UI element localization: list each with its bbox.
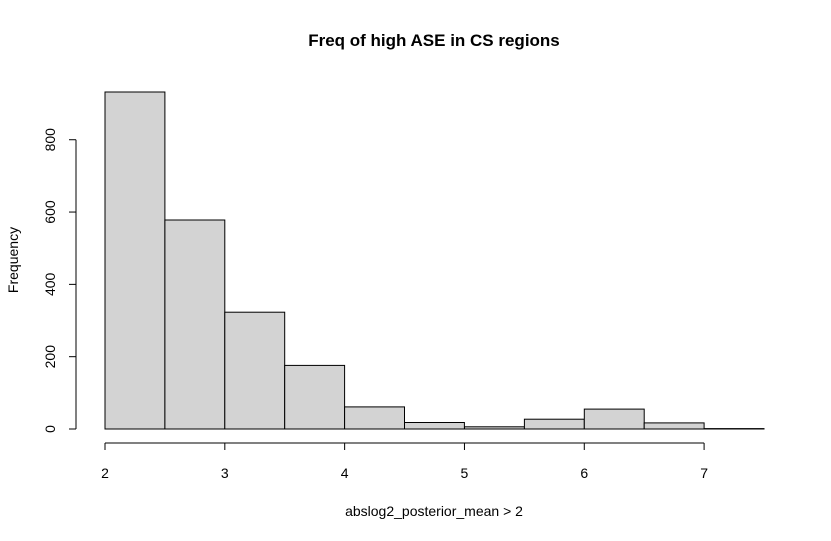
x-tick-label-1: 3 <box>221 465 229 481</box>
chart-title: Freq of high ASE in CS regions <box>308 31 560 50</box>
y-tick-label-0: 0 <box>42 425 58 433</box>
x-tick-label-0: 2 <box>101 465 109 481</box>
histogram-bar-9 <box>643 422 705 430</box>
y-tick-label-3: 600 <box>42 200 58 224</box>
y-axis-label: Frequency <box>5 227 21 293</box>
x-axis: 2 3 4 5 6 7 <box>101 442 708 481</box>
y-tick-label-2: 400 <box>42 272 58 296</box>
histogram-bar-8 <box>583 408 645 430</box>
x-tick-label-5: 7 <box>700 465 708 481</box>
histogram-bar-3 <box>284 364 346 430</box>
histogram-bar-5 <box>404 422 465 430</box>
histogram-bar-2 <box>224 311 286 430</box>
y-axis: 0 200 400 600 800 <box>42 128 77 433</box>
histogram-bar-1 <box>164 219 226 430</box>
x-tick-label-3: 5 <box>461 465 469 481</box>
x-tick-label-2: 4 <box>341 465 349 481</box>
histogram-bar-0 <box>104 91 166 430</box>
y-tick-label-1: 200 <box>42 345 58 369</box>
bars-group <box>104 91 765 430</box>
histogram-bar-6 <box>464 426 525 430</box>
histogram-bar-4 <box>344 406 406 430</box>
x-axis-label: abslog2_posterior_mean > 2 <box>345 503 523 519</box>
x-tick-label-4: 6 <box>580 465 588 481</box>
y-tick-label-4: 800 <box>42 128 58 152</box>
histogram-bar-7 <box>523 418 585 430</box>
